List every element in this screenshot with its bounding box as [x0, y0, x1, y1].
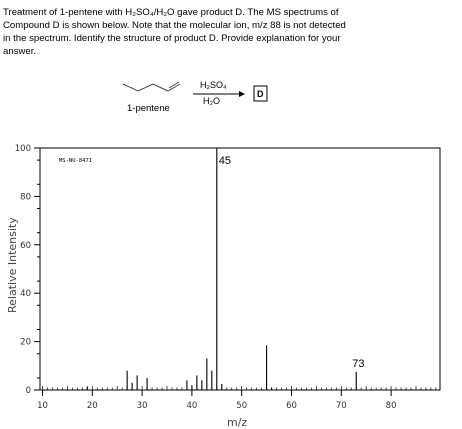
- reagent-bottom: H₂O: [203, 96, 220, 106]
- y-axis-title: Relative Intensity: [6, 217, 19, 313]
- question-line: in the spectrum. Identify the structure …: [3, 33, 341, 44]
- y-tick-label: 100: [15, 144, 31, 154]
- x-tick-label: 30: [137, 401, 148, 411]
- question-line: Treatment of 1-pentene with H₂SO₄/H₂O ga…: [3, 7, 339, 18]
- reaction-scheme: 1-pentene H₂SO₄ H₂O D: [122, 80, 268, 114]
- arrow-head-icon: [239, 91, 245, 97]
- question-line: Compound D is shown below. Note that the…: [3, 20, 346, 31]
- x-tick-label: 70: [336, 401, 347, 411]
- y-tick-label: 20: [20, 338, 31, 348]
- y-tick-label: 40: [20, 289, 31, 299]
- peak-label-45: 45: [219, 155, 231, 167]
- product-box: [253, 85, 268, 102]
- pentene-skeleton: [122, 83, 181, 92]
- x-tick-label: 20: [87, 401, 98, 411]
- pentene-double-bond: [168, 81, 180, 89]
- question-line: answer.: [3, 46, 37, 57]
- x-tick-label: 80: [386, 401, 397, 411]
- question-text: Treatment of 1-pentene with H₂SO₄/H₂O ga…: [3, 6, 455, 58]
- x-axis-ticks: 10 20 30 40 50 60 70 80: [37, 390, 397, 411]
- y-tick-label: 80: [20, 192, 31, 202]
- x-tick-label: 40: [186, 401, 197, 411]
- x-tick-label: 10: [37, 401, 48, 411]
- x-axis-minor-ticks: [42, 386, 437, 390]
- product-label: D: [257, 89, 264, 99]
- y-tick-label: 0: [26, 386, 31, 396]
- plot-frame: [39, 147, 441, 391]
- peak-label-73: 73: [352, 358, 364, 370]
- peak-labels-group: 45 73: [219, 155, 365, 370]
- reagent-top: H₂SO₄: [200, 80, 227, 90]
- x-tick-label: 60: [286, 401, 297, 411]
- reactant-name: 1-pentene: [127, 103, 170, 114]
- peaks-group: [86, 148, 357, 390]
- x-tick-label: 50: [236, 401, 247, 411]
- spectrum-id: MS-NU-8471: [59, 158, 92, 164]
- x-axis-title: m/z: [227, 416, 247, 429]
- y-tick-label: 60: [20, 241, 31, 251]
